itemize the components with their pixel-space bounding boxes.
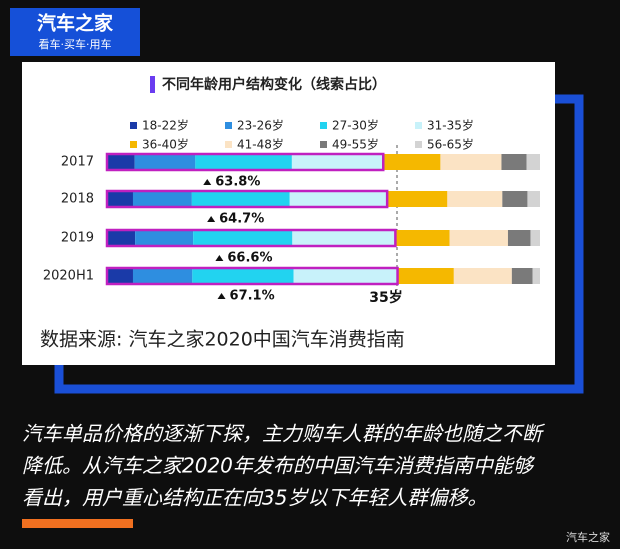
y-tick-label: 2020H1 — [43, 269, 94, 284]
bar-segment — [527, 191, 540, 207]
bar-segment — [195, 154, 292, 170]
highlight-outline — [105, 228, 397, 248]
caption-line: 看出，用户重心结构正在向35岁以下年轻人群偏移。 — [22, 486, 487, 510]
legend-swatch — [225, 122, 232, 129]
legend-swatch — [130, 122, 137, 129]
bar-segment — [501, 154, 527, 170]
bar-segment — [135, 230, 194, 246]
bar-segment — [132, 268, 193, 284]
threshold-label: 35岁 — [369, 289, 402, 306]
bar-segment — [507, 230, 531, 246]
logo-slogan: 看车·买车·用车 — [39, 37, 112, 51]
legend-label: 23-26岁 — [237, 118, 284, 133]
bar-segment — [293, 268, 398, 284]
y-tick-label: 2017 — [61, 155, 94, 170]
caption-line: 降低。从汽车之家2020年发布的中国汽车消费指南中能够 — [22, 454, 536, 478]
legend-swatch — [320, 141, 327, 148]
legend-label: 27-30岁 — [332, 118, 379, 133]
bar-segment — [289, 191, 388, 207]
bar-segment — [292, 230, 396, 246]
share-label: 64.7% — [219, 212, 264, 227]
source: 数据来源: 汽车之家2020中国汽车消费指南 — [40, 329, 405, 351]
bar-segment — [387, 191, 448, 207]
title-accent — [150, 76, 155, 93]
highlight-outline — [105, 152, 385, 172]
legend-label: 41-48岁 — [237, 137, 284, 152]
caption-line: 汽车单品价格的逐渐下探，主力购车人群的年龄也随之不断 — [22, 422, 546, 446]
bar-segment — [395, 230, 450, 246]
up-triangle — [203, 179, 212, 185]
logo-title: 汽车之家 — [37, 12, 114, 35]
bar-segment — [530, 230, 540, 246]
chart-title: 不同年龄用户结构变化（线索占比） — [162, 76, 386, 93]
bar-segment — [502, 191, 528, 207]
bar-segment — [107, 230, 136, 246]
legend-label: 49-55岁 — [332, 137, 379, 152]
y-tick-label: 2019 — [61, 231, 94, 246]
legend-swatch — [320, 122, 327, 129]
bar-segment — [192, 268, 294, 284]
accent-bar — [22, 519, 133, 528]
legend-label: 36-40岁 — [142, 137, 189, 152]
bar-segment — [447, 191, 503, 207]
bar-segment — [107, 191, 133, 207]
bar-segment — [191, 191, 290, 207]
bar-segment — [291, 154, 384, 170]
bar-segment — [526, 154, 540, 170]
bar-segment — [193, 230, 293, 246]
caption: 汽车单品价格的逐渐下探，主力购车人群的年龄也随之不断 降低。从汽车之家2020年… — [22, 422, 546, 510]
panel — [22, 62, 555, 365]
bar-segment — [132, 191, 192, 207]
y-tick-label: 2018 — [61, 192, 94, 207]
bar-segment — [383, 154, 441, 170]
bar-segment — [453, 268, 512, 284]
legend-swatch — [415, 141, 422, 148]
bar-segment — [134, 154, 196, 170]
legend-label: 31-35岁 — [427, 118, 474, 133]
bar-segment — [532, 268, 540, 284]
logo-box — [10, 8, 140, 56]
share-label: 67.1% — [230, 289, 275, 304]
bar-segment — [511, 268, 533, 284]
legend-swatch — [225, 141, 232, 148]
legend-label: 56-65岁 — [427, 137, 474, 152]
up-triangle — [215, 255, 224, 261]
bar-segment — [440, 154, 502, 170]
legend-swatch — [415, 122, 422, 129]
bar-segment — [397, 268, 454, 284]
bar-segment — [449, 230, 508, 246]
legend-label: 18-22岁 — [142, 118, 189, 133]
bar-segment — [107, 154, 135, 170]
share-label: 66.6% — [227, 251, 272, 266]
up-triangle — [217, 293, 226, 299]
watermark: 汽车之家 — [566, 530, 610, 544]
up-triangle — [207, 216, 216, 222]
share-label: 63.8% — [215, 175, 260, 190]
highlight-outline — [105, 266, 399, 286]
legend-swatch — [130, 141, 137, 148]
bar-segment — [107, 268, 133, 284]
highlight-outline — [105, 189, 389, 209]
